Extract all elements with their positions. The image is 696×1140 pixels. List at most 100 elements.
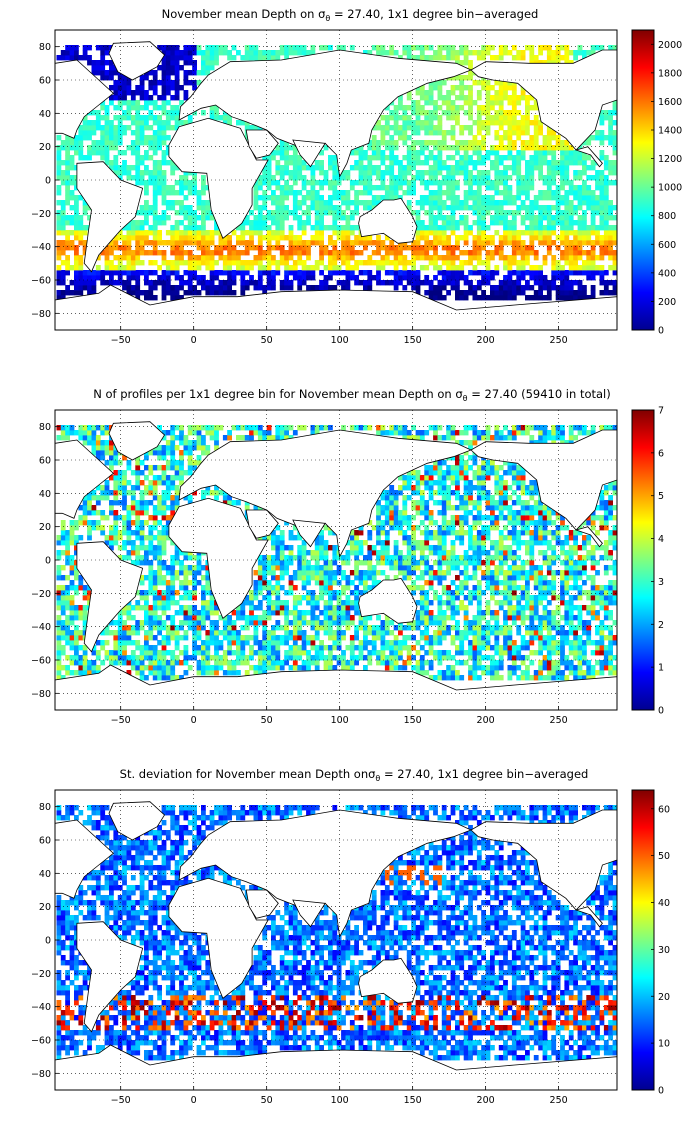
heat-cell (152, 140, 158, 146)
heat-cell (284, 190, 289, 196)
heat-cell (170, 290, 176, 296)
heat-cell (507, 145, 513, 151)
heat-cell (95, 270, 101, 276)
heat-cell (91, 280, 97, 286)
heat-cell (306, 245, 311, 251)
heat-cell (253, 185, 259, 191)
heat-cell (74, 615, 79, 621)
heat-cell (179, 595, 184, 601)
heat-cell (608, 135, 613, 141)
heat-cell (319, 645, 324, 651)
heat-cell (371, 145, 377, 151)
heat-cell (104, 115, 110, 121)
heat-cell (297, 165, 303, 171)
heat-cell (485, 155, 491, 161)
heat-cell (113, 140, 119, 146)
heat-cell (376, 625, 381, 631)
heat-cell (393, 175, 399, 181)
heat-cell (56, 650, 62, 656)
heat-cell (201, 65, 206, 71)
heat-cell (520, 220, 526, 226)
heat-cell (529, 140, 535, 146)
heat-cell (236, 615, 241, 621)
heat-cell (516, 180, 522, 186)
heat-cell (139, 250, 145, 256)
heat-cell (227, 670, 232, 676)
colorbar-tick-label: 1000 (658, 183, 682, 194)
heat-cell (358, 170, 364, 176)
heat-cell (174, 640, 180, 646)
heat-cell (529, 160, 535, 166)
heat-cell (367, 615, 373, 621)
heat-cell (249, 620, 254, 626)
heat-cell (130, 625, 136, 631)
heat-cell (109, 660, 114, 666)
heat-cell (582, 250, 587, 256)
heat-cell (187, 205, 193, 211)
heat-cell (367, 140, 373, 146)
heat-cell (450, 205, 456, 211)
heat-cell (74, 225, 79, 231)
heat-cell (130, 250, 136, 256)
heat-cell (262, 595, 268, 601)
heat-cell (205, 205, 211, 211)
heat-cell (148, 290, 154, 296)
heat-cell (218, 255, 224, 261)
heat-cell (476, 150, 482, 156)
heat-cell (384, 615, 390, 621)
heat-cell (485, 185, 491, 191)
heat-cell (573, 280, 578, 286)
heat-cell (546, 620, 552, 626)
heat-cell (498, 105, 504, 111)
heat-cell (144, 180, 149, 186)
heat-cell (354, 275, 359, 281)
heat-cell (183, 215, 189, 221)
heat-cell (214, 270, 219, 276)
heat-cell (288, 225, 294, 231)
heat-cell (433, 145, 438, 151)
heat-cell (476, 130, 482, 136)
heat-cell (525, 95, 530, 101)
heat-cell (398, 245, 403, 251)
heat-cell (332, 165, 338, 171)
heat-cell (157, 590, 162, 596)
heat-cell (323, 605, 329, 611)
heat-cell (398, 195, 403, 201)
heat-cell (271, 200, 276, 206)
heat-cell (380, 155, 386, 161)
heat-cell (555, 295, 561, 301)
heat-cell (187, 285, 193, 291)
heat-cell (468, 620, 473, 626)
heat-cell (599, 215, 605, 221)
heat-cell (402, 50, 408, 56)
heat-cell (402, 265, 408, 271)
heat-cell (560, 635, 565, 641)
heat-cell (433, 165, 438, 171)
heat-cell (542, 180, 548, 186)
heat-cell (376, 650, 381, 656)
heat-cell (165, 670, 171, 676)
heat-cell (126, 255, 132, 261)
heat-cell (271, 275, 276, 281)
heat-cell (590, 230, 596, 236)
heat-cell (179, 65, 184, 71)
heat-cell (117, 230, 123, 236)
heat-cell (503, 80, 508, 86)
heat-cell (455, 200, 460, 206)
heat-cell (402, 190, 408, 196)
heat-cell (555, 260, 561, 266)
heat-cell (384, 630, 390, 636)
heat-cell (599, 45, 605, 51)
heat-cell (135, 640, 141, 646)
heat-cell (174, 630, 180, 636)
heat-cell (498, 160, 504, 166)
heat-cell (485, 125, 491, 131)
heat-cell (69, 280, 75, 286)
heat-cell (529, 625, 535, 631)
heat-cell (507, 260, 513, 266)
heat-cell (135, 135, 141, 141)
heat-cell (389, 650, 395, 656)
heat-cell (503, 240, 508, 246)
heat-cell (428, 255, 434, 261)
heat-cell (214, 605, 219, 611)
